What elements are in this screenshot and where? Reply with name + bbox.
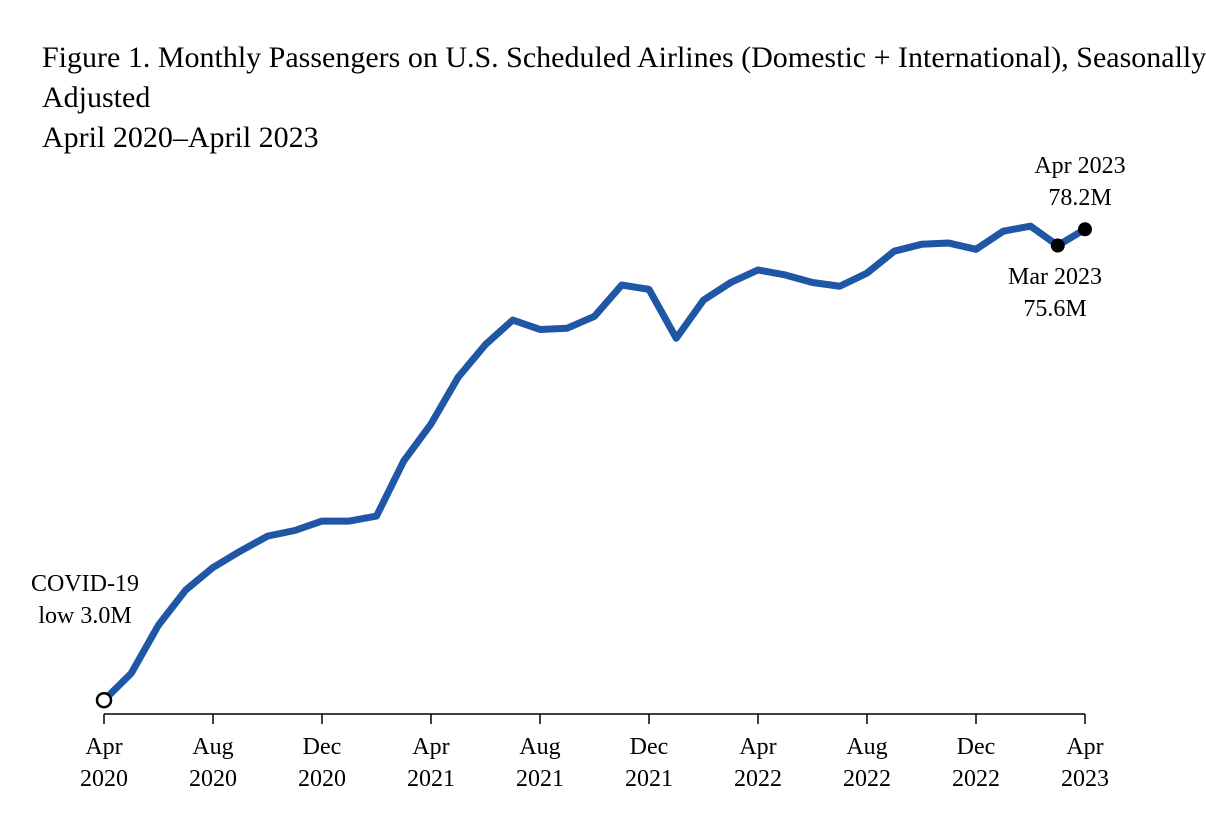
- marker: [1050, 238, 1065, 253]
- line: [101, 222, 1087, 703]
- x-tick-label: Dec 2021: [625, 734, 673, 792]
- chart-subtitle: April 2020–April 2023: [42, 121, 319, 154]
- marker: [95, 691, 113, 709]
- x-tick-label: Aug 2020: [189, 734, 237, 792]
- x-tick-label: Aug 2021: [516, 734, 564, 792]
- x-tick-label: Apr 2023: [1061, 734, 1109, 792]
- x-tick-label: Dec 2020: [298, 734, 346, 792]
- annotation: COVID-19 low 3.0M: [31, 571, 139, 629]
- chart-title: Figure 1. Monthly Passengers on U.S. Sch…: [42, 41, 1206, 114]
- x-tick-label: Apr 2022: [734, 734, 782, 792]
- x-tick-label: Aug 2022: [843, 734, 891, 792]
- x-tick-label: Apr 2021: [407, 734, 455, 792]
- x-tick-label: Dec 2022: [952, 734, 1000, 792]
- x-tick-label: Apr 2020: [80, 734, 128, 792]
- annotation: Apr 2023 78.2M: [1034, 153, 1126, 211]
- annotation: Mar 2023 75.6M: [1008, 264, 1102, 322]
- marker: [1078, 222, 1092, 237]
